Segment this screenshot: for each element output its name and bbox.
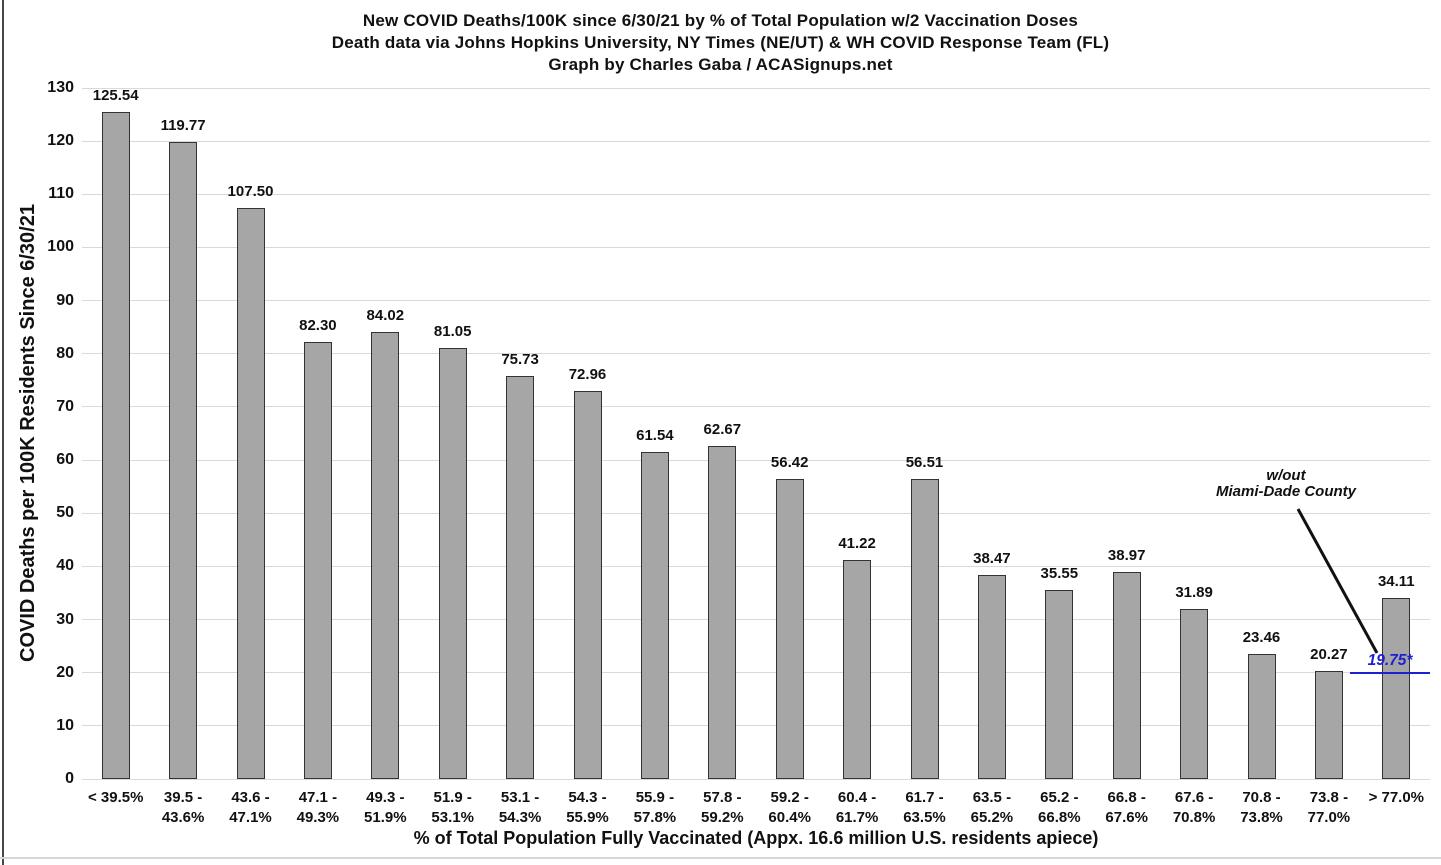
bar-value-label: 41.22 [838,534,876,552]
bar [977,574,1006,779]
bar [1045,590,1074,779]
bar-value-label: 34.11 [1377,572,1415,590]
x-axis-category-label: 57.8 - 59.2% [701,789,744,826]
x-axis-category-label: 70.8 - 73.8% [1240,789,1283,826]
x-axis-category-label: 47.1 - 49.3% [296,789,340,826]
x-axis-category-label: 63.5 - 65.2% [970,789,1014,826]
x-axis-category-label: 53.1 - 54.3% [498,789,542,826]
bar-value-label: 56.42 [770,454,809,472]
gridline [82,353,1430,355]
y-axis-tick-label: 50 [56,504,74,522]
gridline [82,300,1430,302]
gridline [82,512,1430,514]
y-axis-tick-label: 120 [47,132,74,150]
bar [910,478,939,779]
y-axis-tick-label: 40 [56,557,74,575]
gridline [82,619,1430,621]
x-axis-category-label: 61.7 - 63.5% [903,789,946,826]
bar-value-label: 35.55 [1040,565,1079,583]
bar-value-label: 38.97 [1107,546,1146,564]
y-axis-tick-label: 80 [56,344,74,362]
bar-value-label: 72.96 [568,366,607,384]
bar [371,332,400,779]
x-axis-category-label: 55.9 - 57.8% [633,789,677,826]
bar [1314,671,1343,779]
x-axis-category-label: 65.2 - 66.8% [1038,789,1081,826]
gridline [82,672,1430,674]
annotation-value-label: 19.75* [1350,651,1430,674]
gridline [82,778,1430,780]
gridline [82,565,1430,567]
x-axis-category-label: 60.4 - 61.7% [835,789,879,826]
y-axis-tick-label: 70 [56,397,74,415]
bar [1180,609,1209,779]
bar [640,451,669,779]
y-axis-tick-label: 100 [47,238,74,256]
bar-value-label: 31.89 [1175,584,1213,602]
y-axis-tick-label: 30 [56,610,74,628]
bar [438,348,467,779]
gridline [82,246,1430,248]
x-axis-title: % of Total Population Fully Vaccinated (… [413,828,1099,848]
bar [101,111,130,779]
x-axis-category-label: 73.8 - 77.0% [1307,789,1351,826]
x-axis-category-label: 54.3 - 55.9% [566,789,609,826]
bar [1112,571,1141,779]
bar [775,479,804,779]
bar-value-label: 125.54 [92,86,139,104]
chart-title-block: New COVID Deaths/100K since 6/30/21 by %… [0,10,1441,76]
x-axis-category-label: 66.8 - 67.6% [1105,789,1148,826]
y-axis-tick-label: 10 [56,716,74,734]
bar-value-label: 56.51 [905,453,944,471]
bar-value-label: 75.73 [501,351,539,369]
chart-subtitle-source: Death data via Johns Hopkins University,… [331,33,1110,52]
bar-value-label: 62.67 [703,420,742,438]
x-axis-category-label: 43.6 - 47.1% [229,789,272,826]
y-axis-tick-label: 90 [56,291,74,309]
bar [843,559,872,779]
bar [236,207,265,779]
bar-value-label: 119.77 [160,117,206,135]
bar-value-label: 82.30 [299,316,337,334]
bar-value-label: 38.47 [973,549,1011,567]
bar [303,341,332,779]
gridline [82,725,1430,727]
x-axis-category-label: < 39.5% [87,789,144,806]
bar-value-label: 84.02 [366,307,405,325]
x-axis-category-label: > 77.0% [1368,789,1425,806]
bar [506,376,535,779]
y-axis-title: COVID Deaths per 100K Residents Since 6/… [17,204,39,662]
bar [169,142,198,779]
bar-value-label: 61.54 [636,426,674,444]
bar-value-label: 23.46 [1242,629,1281,647]
gridline [82,406,1430,408]
gridline [82,193,1430,195]
y-axis-tick-label: 0 [65,770,74,787]
x-axis-category-label: 39.5 - 43.6% [161,789,205,826]
y-axis-tick-label: 60 [56,451,74,469]
bottom-edge-line [0,857,1441,859]
gridline [82,140,1430,142]
bar [573,391,602,779]
y-axis-tick-label: 130 [47,79,74,96]
annotation-label: w/out Miami-Dade County [1215,467,1356,500]
bar-value-label: 81.05 [433,323,472,341]
bar [1382,597,1411,779]
x-axis-category-label: 59.2 - 60.4% [768,789,811,826]
x-axis-category-label: 49.3 - 51.9% [364,789,407,826]
chart-title: New COVID Deaths/100K since 6/30/21 by %… [362,11,1079,30]
x-axis-category-label: 67.6 - 70.8% [1172,789,1216,826]
y-axis-tick-label: 20 [56,663,74,681]
bar-value-label: 107.50 [227,182,274,200]
bar [1247,654,1276,779]
x-axis-category-label: 51.9 - 53.1% [431,789,474,826]
left-edge-line [2,0,4,865]
chart-subtitle-credit: Graph by Charles Gaba / ACASignups.net [548,55,893,74]
gridline [82,459,1430,461]
gridline [82,87,1430,89]
y-axis-tick-label: 110 [48,185,74,203]
bar [708,445,737,779]
